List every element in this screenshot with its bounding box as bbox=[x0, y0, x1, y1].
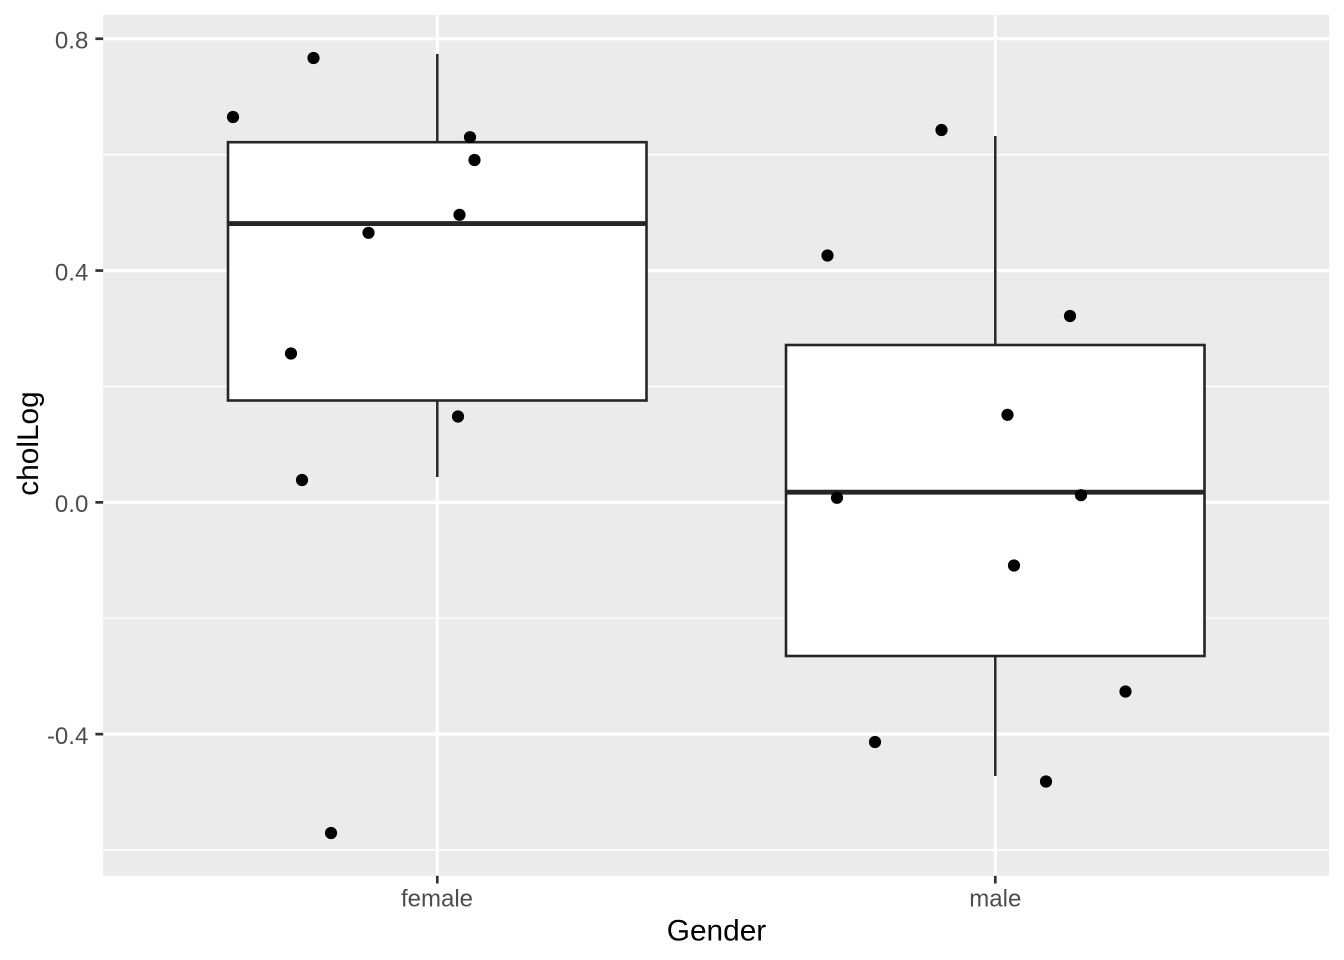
svg-text:Gender: Gender bbox=[667, 914, 766, 947]
svg-text:-0.4: -0.4 bbox=[47, 723, 88, 750]
svg-text:0.0: 0.0 bbox=[55, 491, 88, 518]
svg-text:male: male bbox=[969, 886, 1021, 913]
svg-text:female: female bbox=[401, 886, 473, 913]
svg-text:0.8: 0.8 bbox=[55, 28, 88, 55]
svg-text:cholLog: cholLog bbox=[12, 391, 45, 495]
svg-text:0.4: 0.4 bbox=[55, 259, 88, 286]
